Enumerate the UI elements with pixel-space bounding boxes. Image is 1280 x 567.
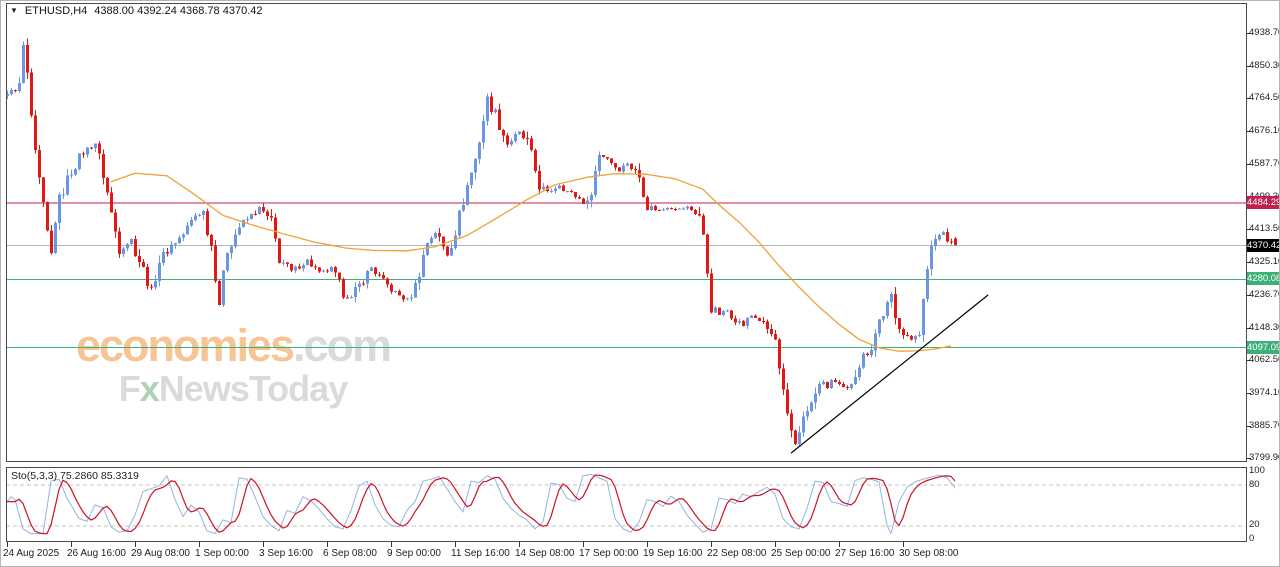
- time-tick-label: 3 Sep 16:00: [259, 548, 313, 559]
- time-tick-label: 19 Sep 16:00: [643, 548, 703, 559]
- quote-ohlc-values: 4388.00 4392.24 4368.78 4370.42: [94, 5, 263, 17]
- price-tick-label: 4764.50: [1249, 92, 1280, 103]
- watermark-domain-text: .com: [293, 320, 392, 371]
- trendline: [790, 294, 989, 454]
- moving-average-line: [110, 172, 952, 352]
- symbol-title-bar: ▼ ETHUSD,H4 4388.00 4392.24 4368.78 4370…: [10, 5, 262, 17]
- support-2-price-label: 4097.09: [1247, 340, 1280, 354]
- stochastic-scale-label: 20: [1249, 519, 1260, 531]
- stochastic-d-line: [7, 474, 956, 535]
- price-tick-label: 4850.30: [1249, 59, 1280, 71]
- price-tick-label: 4148.30: [1249, 321, 1280, 333]
- price-tick-label: 4062.50: [1249, 353, 1280, 365]
- watermark-subtitle-f: F: [118, 367, 141, 409]
- time-tick-label: 25 Sep 00:00: [771, 548, 831, 559]
- current-price-price-label: 4370.42: [1247, 238, 1280, 252]
- time-tick-label: 11 Sep 16:00: [451, 548, 510, 559]
- time-tick-label: 6 Sep 08:00: [323, 548, 377, 559]
- time-tick-label: 29 Aug 08:00: [131, 548, 190, 559]
- stochastic-scale-label: 80: [1249, 478, 1260, 490]
- symbol-timeframe-label: ETHUSD,H4: [24, 5, 88, 17]
- watermark-brand-line: economies.com: [47, 320, 419, 371]
- watermark-subtitle-rest: NewsToday: [158, 367, 348, 409]
- stochastic-indicator-label: Sto(5,3,3) 75.2860 85.3319: [11, 470, 139, 482]
- price-tick-label: 3974.10: [1249, 386, 1280, 398]
- price-tick-label: 3799.90: [1249, 452, 1280, 463]
- price-tick-label: 3885.70: [1249, 419, 1280, 431]
- time-tick-label: 27 Sep 16:00: [835, 548, 895, 559]
- watermark-brand-text: economies: [75, 320, 295, 371]
- time-tick-label: 30 Sep 08:00: [899, 548, 959, 559]
- watermark: economies.com FxNewsToday: [47, 320, 419, 407]
- watermark-subtitle-line: FxNewsToday: [47, 370, 419, 407]
- stochastic-k-line: [6, 473, 956, 536]
- symbol-dropdown-icon[interactable]: ▼: [10, 6, 18, 15]
- time-tick-label: 9 Sep 00:00: [387, 548, 441, 559]
- time-tick-label: 14 Sep 08:00: [515, 548, 575, 559]
- time-tick-label: 24 Aug 2025: [3, 548, 60, 559]
- time-tick-label: 1 Sep 00:00: [195, 548, 249, 559]
- time-axis[interactable]: 24 Aug 2025 26 Aug 16:00 29 Aug 08:00 1 Sep…: [1, 542, 1247, 566]
- stochastic-scale-label: 100: [1249, 465, 1265, 476]
- time-tick-label: 17 Sep 00:00: [579, 548, 639, 559]
- watermark-subtitle-x: x: [139, 367, 160, 409]
- time-tick-label: 26 Aug 16:00: [67, 548, 126, 559]
- price-tick-label: 4676.10: [1249, 125, 1280, 136]
- resistance-price-label: 4484.29: [1247, 196, 1280, 210]
- time-tick-label: 22 Sep 08:00: [707, 548, 767, 559]
- price-tick-label: 4325.10: [1249, 255, 1280, 267]
- price-tick-label: 4587.70: [1249, 157, 1280, 169]
- support-1-price-label: 4280.08: [1247, 272, 1280, 286]
- price-tick-label: 4413.50: [1249, 223, 1280, 234]
- price-tick-label: 4236.70: [1249, 288, 1280, 300]
- stochastic-scale-label: 0: [1249, 533, 1255, 544]
- price-tick-label: 4938.70: [1249, 27, 1280, 38]
